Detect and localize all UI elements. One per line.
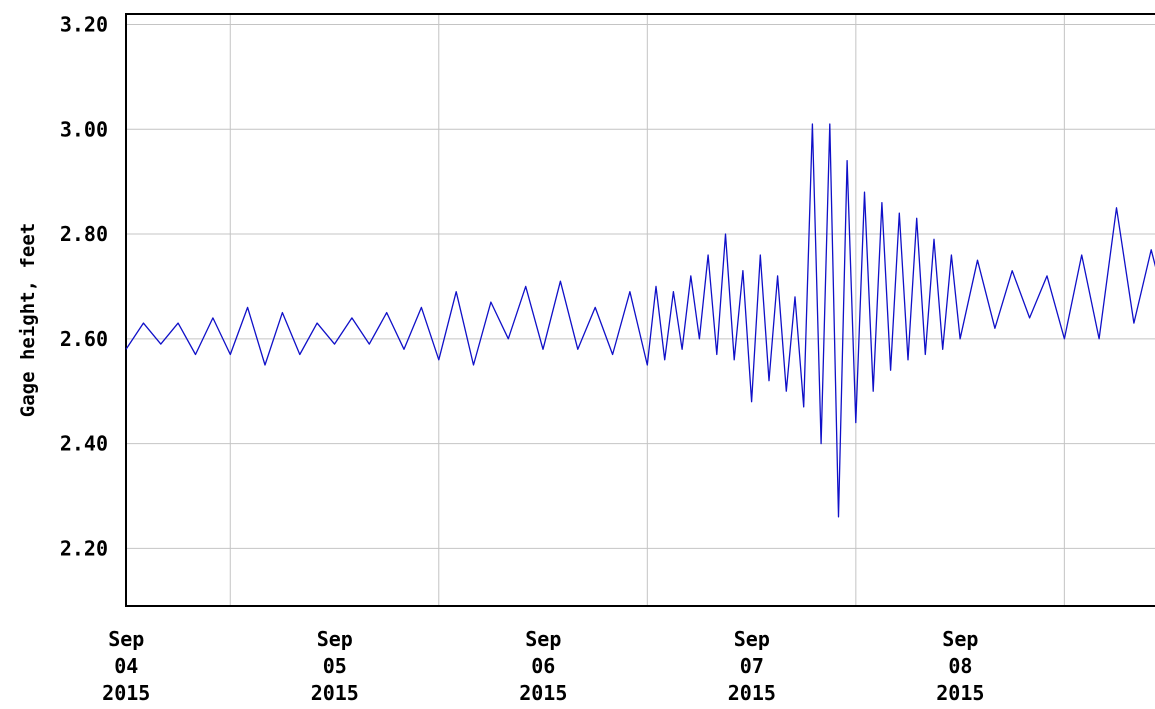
grid [126, 14, 1155, 606]
x-tick-label: 05 [323, 654, 347, 678]
x-tick-label: 06 [531, 654, 555, 678]
x-tick-label: 2015 [311, 681, 359, 705]
y-tick-label: 2.20 [60, 536, 108, 560]
x-tick-label: 2015 [102, 681, 150, 705]
x-tick-label: 08 [948, 654, 972, 678]
x-tick-label: Sep [734, 627, 770, 651]
y-tick-label: 2.60 [60, 327, 108, 351]
gage-height-line [125, 123, 1155, 518]
x-tick-label: 2015 [519, 681, 567, 705]
y-axis-label: Gage height, feet [17, 223, 39, 417]
y-tick-label: 2.80 [60, 222, 108, 246]
x-tick-label: 2015 [728, 681, 776, 705]
data-series [125, 123, 1155, 518]
x-tick-label: Sep [525, 627, 561, 651]
y-tick-label: 2.40 [60, 432, 108, 456]
x-tick-label: 07 [740, 654, 764, 678]
x-tick-label: Sep [108, 627, 144, 651]
plot-frame [125, 13, 1155, 607]
y-axis-ticks: 3.20 3.00 2.80 2.60 2.40 2.20 [60, 12, 108, 560]
y-tick-label: 3.00 [60, 117, 108, 141]
y-tick-label: 3.20 [60, 12, 108, 36]
x-tick-label: Sep [942, 627, 978, 651]
x-tick-label: 2015 [936, 681, 984, 705]
x-tick-label: 04 [114, 654, 138, 678]
x-axis-ticks: Sep 04 2015 Sep 05 2015 Sep 06 2015 Sep 07 2015 Sep 0… [102, 627, 984, 705]
x-tick-label: Sep [317, 627, 353, 651]
